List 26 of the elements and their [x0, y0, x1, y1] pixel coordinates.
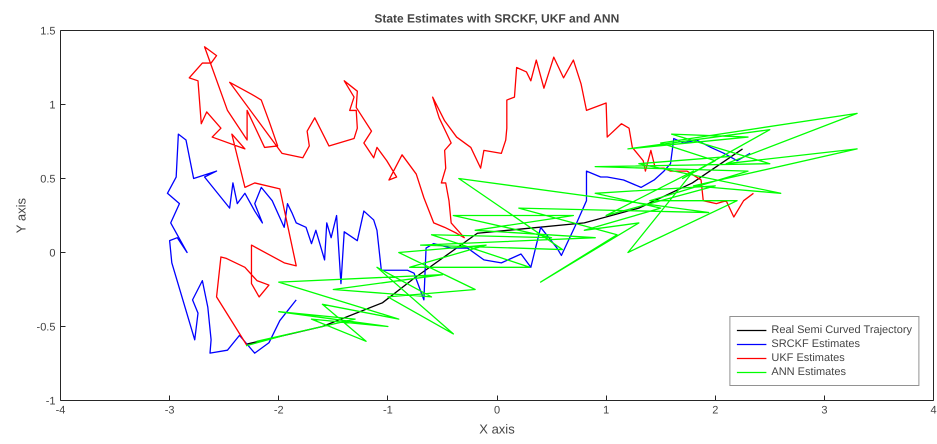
y-tick-label: -0.5 — [36, 322, 56, 334]
line-series — [245, 148, 744, 345]
legend-label: SRCKF Estimates — [771, 337, 860, 351]
y-tick-label: 0 — [49, 248, 56, 260]
line-series — [166, 133, 751, 354]
y-tick-label: 1.5 — [40, 26, 56, 38]
line-series — [188, 46, 754, 346]
x-tick-label: -2 — [274, 404, 284, 416]
x-tick-label: 4 — [930, 404, 937, 416]
legend-label: ANN Estimates — [771, 365, 846, 379]
y-tick-label: 0.5 — [40, 174, 56, 186]
legend-label: UKF Estimates — [771, 351, 845, 365]
y-tick-label: -1 — [46, 396, 56, 408]
x-tick-label: 2 — [712, 404, 718, 416]
x-tick-label: 1 — [603, 404, 610, 416]
x-tick-label: -1 — [382, 404, 393, 416]
x-tick-label: 3 — [821, 404, 828, 416]
x-tick-label: -3 — [164, 404, 175, 416]
chart-title: State Estimates with SRCKF, UKF and ANN — [374, 12, 620, 26]
x-tick-label: -4 — [56, 404, 66, 416]
x-axis-title: X axis — [479, 422, 516, 436]
y-tick-label: 1 — [49, 100, 56, 112]
x-tick-label: 0 — [494, 404, 500, 416]
legend-label: Real Semi Curved Trajectory — [771, 323, 912, 337]
line-series — [245, 112, 858, 346]
y-axis-title: Y axis — [14, 198, 29, 234]
